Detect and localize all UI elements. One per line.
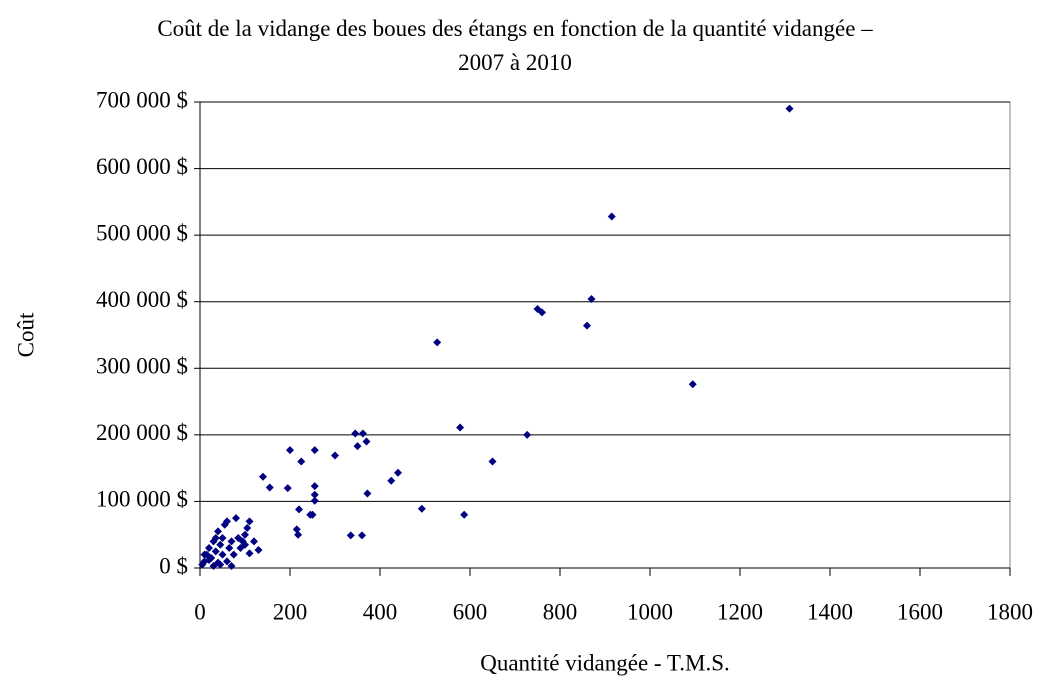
point: [245, 549, 254, 558]
point: [587, 295, 596, 304]
point: [295, 505, 303, 514]
y-tick-label: 400 000 $: [96, 287, 188, 312]
point: [688, 380, 697, 389]
point: [243, 524, 252, 533]
y-tick-label: 500 000 $: [96, 220, 188, 245]
point: [223, 557, 231, 566]
point: [346, 531, 355, 540]
point: [211, 547, 220, 556]
point: [583, 321, 591, 330]
y-tick-label: 300 000 $: [96, 354, 188, 379]
point: [456, 423, 465, 432]
point: [433, 338, 442, 347]
point: [283, 484, 292, 493]
point: [460, 510, 469, 519]
point: [211, 534, 220, 543]
point: [254, 546, 263, 555]
x-tick-label: 1200: [717, 599, 763, 624]
y-axis-label: Coût: [13, 312, 38, 357]
point: [205, 544, 213, 553]
point: [286, 446, 294, 455]
point: [216, 560, 225, 569]
point: [538, 308, 546, 317]
point: [259, 472, 267, 481]
chart-title: Coût de la vidange des boues des étangs …: [157, 16, 873, 75]
point: [232, 514, 240, 523]
y-tick-label: 200 000 $: [96, 420, 188, 445]
x-tick-label: 400: [363, 599, 398, 624]
point: [198, 560, 207, 569]
y-tick-label: 700 000 $: [96, 87, 188, 112]
point: [214, 527, 222, 536]
point: [417, 504, 426, 513]
point: [363, 489, 372, 498]
point: [234, 534, 243, 543]
y-tick-label: 100 000 $: [96, 487, 188, 512]
x-tick-label: 800: [543, 599, 578, 624]
point: [358, 531, 366, 540]
point: [227, 537, 236, 546]
point: [218, 550, 227, 559]
plot-area: [199, 101, 1011, 569]
point: [308, 510, 317, 519]
point: [523, 430, 532, 439]
point: [488, 457, 497, 466]
point: [353, 442, 362, 451]
point: [310, 490, 319, 499]
y-tick-label: 0 $: [159, 553, 188, 578]
point: [351, 429, 360, 438]
point: [294, 530, 303, 539]
point: [358, 429, 367, 438]
x-tick-label: 600: [453, 599, 488, 624]
point: [216, 540, 225, 549]
x-tick-label: 0: [194, 599, 206, 624]
point: [297, 457, 306, 466]
point: [218, 534, 227, 543]
point: [331, 451, 339, 460]
point: [200, 550, 209, 559]
point: [227, 562, 236, 571]
point: [394, 468, 402, 477]
point: [245, 517, 254, 526]
point: [310, 482, 319, 491]
point: [310, 446, 319, 455]
y-tick-label: 600 000 $: [96, 154, 188, 179]
point: [241, 540, 249, 549]
point: [387, 476, 396, 485]
point: [225, 544, 234, 553]
point: [220, 520, 229, 529]
point: [229, 550, 238, 559]
x-tick-label: 1800: [987, 599, 1033, 624]
point: [607, 212, 616, 221]
point: [205, 556, 213, 565]
x-tick-label: 1400: [807, 599, 853, 624]
x-axis-label: Quantité vidangée - T.M.S.: [480, 650, 730, 675]
point: [310, 496, 319, 505]
x-tick-label: 1600: [897, 599, 943, 624]
x-tick-label: 200: [273, 599, 308, 624]
point: [785, 104, 794, 113]
point: [250, 537, 258, 546]
point: [241, 530, 249, 539]
point: [362, 437, 371, 446]
x-tick-label: 1000: [627, 599, 673, 624]
point: [265, 483, 274, 492]
